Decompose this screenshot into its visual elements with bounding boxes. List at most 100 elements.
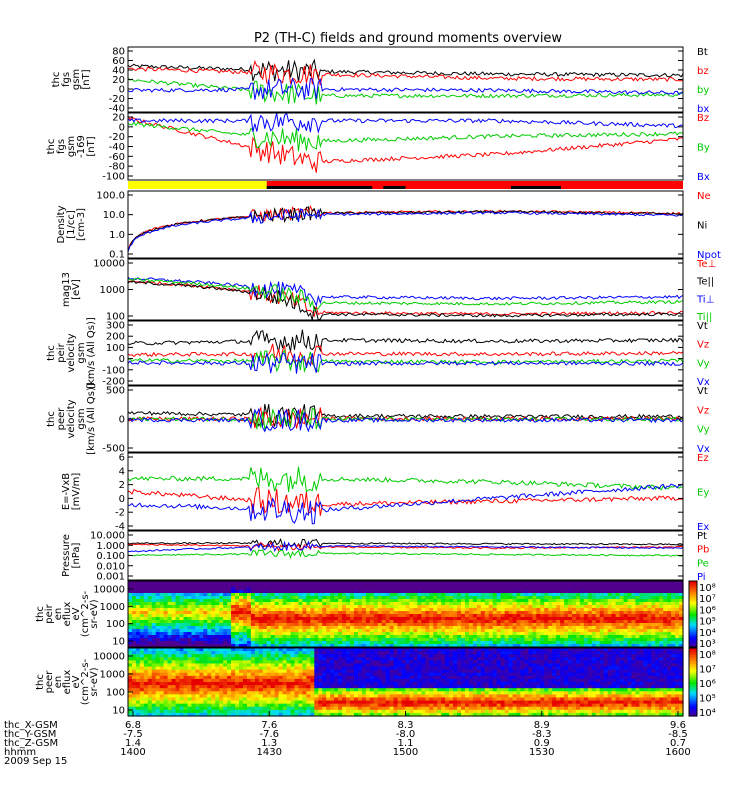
y-tick-label: -500	[102, 444, 125, 455]
y-tick-label: 100	[106, 619, 125, 630]
y-tick-label: 0.010	[96, 561, 125, 572]
y-tick-label: 1000	[100, 602, 125, 613]
series-By	[128, 121, 683, 152]
y-axis-label: (cm^2-s-	[80, 658, 91, 705]
legend-Ni: Ni	[697, 221, 707, 232]
footer-row-label: thc_X-GSM	[4, 720, 58, 731]
y-axis-label: gsm	[71, 69, 82, 90]
series-Vz	[128, 343, 683, 366]
footer-value: 9.6	[670, 720, 686, 731]
footer-value: 8.9	[534, 720, 550, 731]
y-axis-label: peir	[56, 342, 67, 362]
footer-date: 2009 Sep 15	[4, 756, 67, 767]
series-bx	[128, 77, 683, 100]
colorbar-label: 10⁷	[699, 665, 716, 676]
y-tick-label: 10	[112, 706, 125, 717]
colorbar-label: 10⁶	[699, 605, 716, 616]
y-axis-label: eV	[71, 607, 82, 620]
panel-frame	[127, 320, 684, 386]
legend-Pi: Pi	[697, 572, 706, 583]
spectrogram-frame	[127, 580, 684, 648]
y-tick-label: -60	[109, 152, 125, 163]
y-tick-label: 1.0	[109, 230, 125, 241]
footer-value: -8.3	[532, 729, 552, 740]
spectrogram-2: 10000 1000 100 10 thcpeerenefluxeV(cm^2-s-sr…	[35, 647, 716, 719]
y-tick-label: 0.001	[96, 572, 125, 583]
footer-value: 8.3	[398, 720, 414, 731]
chart-title: P2 (TH-C) fields and ground moments over…	[254, 31, 562, 46]
y-axis-label: thc	[46, 411, 57, 427]
y-tick-label: 10.0	[103, 210, 125, 221]
legend-Bt: Bt	[697, 47, 708, 58]
y-axis-label: E=-VxB	[61, 473, 72, 510]
series-Ez	[128, 486, 683, 516]
y-tick-label: 100	[106, 688, 125, 699]
y-tick-label: -100	[102, 172, 125, 183]
legend-Ne: Ne	[697, 191, 711, 202]
colorbar-frame	[688, 647, 698, 717]
y-tick-label: 500	[106, 386, 125, 397]
legend-Pb: Pb	[697, 545, 709, 556]
footer-row-label: hhmm	[4, 747, 36, 758]
y-tick-label: 0	[119, 494, 125, 505]
panel-7: 6 4 2 0 -2 -4 E=-VxB [mV/m] Ez Ey Ex	[61, 452, 709, 533]
series-by	[128, 77, 683, 105]
y-axis-label: [1/cc]	[66, 210, 77, 239]
colorbar-label: 10³	[699, 639, 716, 650]
legend-bz: bz	[697, 66, 709, 77]
y-tick-label: 1.000	[96, 541, 125, 552]
status-segment	[128, 181, 267, 189]
y-tick-label: 100	[106, 343, 125, 354]
y-axis-label: [eV]	[71, 279, 82, 300]
colorbar-frame	[688, 580, 698, 648]
y-axis-label: [cm-3]	[76, 208, 87, 241]
y-axis-label: peer	[56, 407, 67, 431]
legend-Vy: Vy	[697, 358, 710, 369]
footer-value: -8.0	[396, 729, 416, 740]
y-tick-label: 10000	[93, 652, 125, 663]
colorbar-label: 10⁵	[699, 617, 716, 628]
footer-value: 1400	[120, 747, 145, 758]
legend-Ez: Ez	[697, 453, 709, 464]
legend-Pt: Pt	[697, 531, 707, 542]
panel-6: 500 0 -500 thc peer velocity gsm [km/s (All Qs)…	[46, 383, 710, 455]
series-Pe	[128, 549, 683, 560]
series-Npot	[128, 208, 683, 252]
y-axis-label: thc	[51, 72, 62, 88]
colorbar-label: 10⁸	[699, 650, 716, 661]
y-axis-label: thc	[46, 345, 57, 361]
y-tick-label: 10.000	[90, 531, 125, 542]
legend-by: by	[697, 85, 709, 96]
y-tick-label: -4	[115, 522, 125, 533]
y-axis-label: sr-eV)	[89, 667, 100, 696]
y-axis-label: fgs	[61, 72, 72, 87]
y-axis-label: thc	[46, 139, 57, 155]
y-tick-label: 0	[119, 122, 125, 133]
y-axis-label: [nT]	[81, 69, 92, 89]
y-tick-label: 100	[106, 312, 125, 323]
colorbar-label: 10⁴	[699, 628, 716, 639]
y-tick-label: 60	[112, 56, 125, 67]
footer-value: 1430	[257, 747, 282, 758]
footer-row-label: thc_Z-GSM	[4, 738, 58, 749]
legend-Ex: Ex	[697, 522, 709, 533]
series-Ti||	[128, 277, 683, 312]
y-axis-label: peir	[44, 603, 55, 623]
panel-frame	[127, 190, 684, 259]
footer-value: 7.6	[261, 720, 277, 731]
y-axis-label: thc	[35, 674, 46, 690]
y-tick-label: 100.0	[96, 191, 125, 202]
series-Pt	[128, 537, 683, 549]
series-Te||	[128, 280, 683, 320]
y-axis-label: -169	[76, 135, 87, 158]
legend-Ey: Ey	[697, 488, 709, 499]
y-tick-label: 0.100	[96, 551, 125, 562]
status-mark	[510, 186, 561, 189]
y-axis-label: velocity	[66, 399, 77, 438]
y-axis-label: Pressure	[61, 534, 72, 577]
y-tick-label: -80	[109, 162, 125, 173]
y-axis-label: eV	[71, 675, 82, 688]
footer-value: -8.5	[668, 729, 688, 740]
